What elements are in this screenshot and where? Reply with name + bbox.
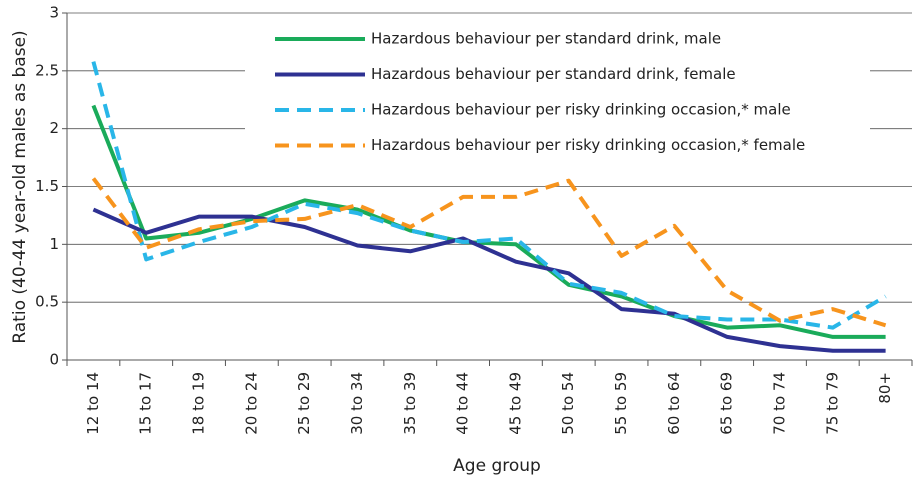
x-tick-label: 12 to 14 xyxy=(84,372,102,435)
y-tick-label: 0.5 xyxy=(35,293,59,311)
x-tick-label: 25 to 29 xyxy=(295,372,313,435)
x-tick-label: 55 to 59 xyxy=(612,372,630,435)
y-tick-label: 3 xyxy=(49,4,59,22)
legend-label: Hazardous behaviour per risky drinking o… xyxy=(371,136,805,154)
legend-label: Hazardous behaviour per standard drink, … xyxy=(371,30,721,48)
y-axis-title: Ratio (40-44 year-old males as base) xyxy=(10,30,30,343)
x-tick-label: 80+ xyxy=(876,372,894,404)
y-tick-label: 2 xyxy=(49,119,59,137)
x-tick-label: 70 to 74 xyxy=(770,372,788,435)
x-tick-label: 75 to 79 xyxy=(823,372,841,435)
x-tick-label: 30 to 34 xyxy=(348,372,366,435)
series-line xyxy=(91,104,886,339)
x-tick-label: 15 to 17 xyxy=(137,372,155,435)
y-tick-label: 2.5 xyxy=(35,61,59,79)
series-line xyxy=(92,207,886,353)
legend-box xyxy=(245,20,870,162)
y-tick-label: 0 xyxy=(49,351,59,369)
x-tick-label: 60 to 64 xyxy=(665,372,683,435)
legend-label: Hazardous behaviour per risky drinking o… xyxy=(371,101,791,119)
x-tick-label: 45 to 49 xyxy=(506,372,524,435)
series-line xyxy=(91,61,887,330)
x-tick-label: 20 to 24 xyxy=(242,372,260,435)
y-tick-label: 1 xyxy=(49,235,59,253)
x-axis-title: Age group xyxy=(453,456,541,476)
y-tick-label: 1.5 xyxy=(35,177,59,195)
series-line xyxy=(91,177,887,328)
x-tick-label: 35 to 39 xyxy=(401,372,419,435)
x-tick-label: 50 to 54 xyxy=(559,372,577,435)
x-tick-label: 18 to 19 xyxy=(190,372,208,435)
legend-label: Hazardous behaviour per standard drink, … xyxy=(371,65,736,83)
x-tick-label: 65 to 69 xyxy=(718,372,736,435)
x-tick-label: 40 to 44 xyxy=(454,372,472,435)
